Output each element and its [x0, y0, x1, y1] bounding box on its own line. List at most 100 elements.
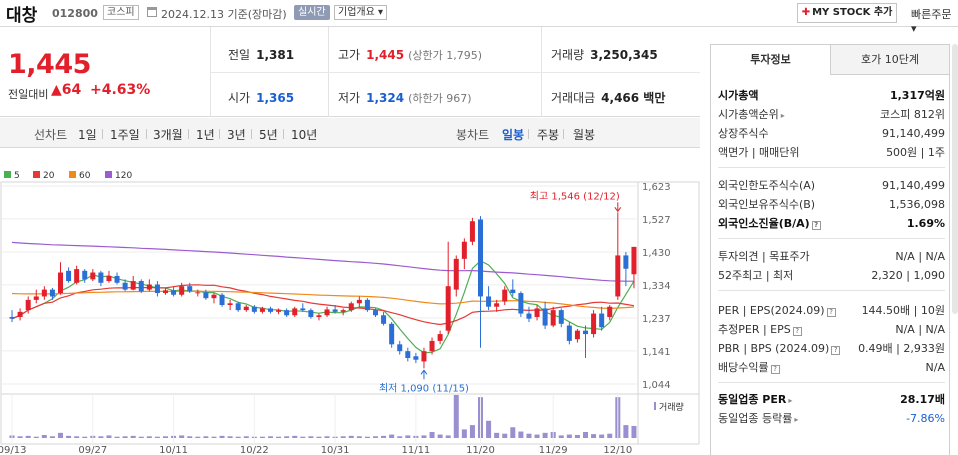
- volume-bar: [453, 395, 459, 438]
- volume-bar: [146, 436, 152, 438]
- divider: [718, 238, 945, 239]
- candle-daily[interactable]: 일봉: [502, 128, 525, 142]
- help-icon[interactable]: ?: [831, 346, 841, 355]
- help-icon[interactable]: ?: [811, 221, 821, 230]
- divider: [718, 382, 945, 383]
- candle-body: [203, 292, 209, 299]
- candle-body: [259, 308, 265, 312]
- candle-body: [413, 356, 419, 360]
- period-1w[interactable]: 1주일: [110, 128, 140, 142]
- price-frame: [0, 181, 700, 395]
- candle-body: [292, 308, 298, 316]
- info-label: 동일업종 PER ▸: [718, 393, 793, 406]
- info-row: 외국인소진율(B/A)? 1.69%: [718, 215, 945, 233]
- open-price: 시가 1,365: [228, 91, 295, 105]
- volume-bar: [122, 436, 128, 438]
- arrow-icon[interactable]: ▸: [788, 396, 793, 405]
- legend-swatch: [105, 171, 112, 178]
- info-label: PBR | BPS (2024.09)?: [718, 340, 841, 358]
- candle-body: [469, 221, 475, 242]
- volume: 거래량 3,250,345: [551, 48, 658, 62]
- candle-body: [510, 289, 516, 294]
- volume-bar: [405, 435, 411, 438]
- candle-monthly[interactable]: 월봉: [573, 128, 596, 142]
- period-5y[interactable]: 5년: [259, 128, 278, 142]
- ma60-line: [11, 290, 635, 310]
- candle-body: [267, 308, 274, 312]
- period-1d[interactable]: 1일: [78, 128, 97, 142]
- tab-invest-info[interactable]: 투자정보: [711, 45, 831, 75]
- volume-bar: [235, 436, 241, 438]
- volume-bar: [138, 436, 144, 438]
- info-label: 시가총액순위 ▸: [718, 108, 785, 121]
- volume-bar: [179, 435, 185, 438]
- candle-body: [615, 255, 621, 297]
- candle-body: [195, 292, 201, 294]
- info-row: 투자의견 | 목표주가 N/A | N/A: [718, 248, 945, 266]
- period-3m[interactable]: 3개월: [153, 128, 183, 142]
- divider: [210, 72, 700, 73]
- y-tick-label: 1,237: [642, 314, 671, 325]
- period-1y[interactable]: 1년: [196, 128, 215, 142]
- info-value: N/A | N/A: [895, 323, 945, 336]
- candle-body: [316, 315, 322, 317]
- volume-bar: [49, 436, 55, 438]
- volume-label: 거래량: [659, 401, 684, 413]
- info-label: PER | EPS(2024.09)?: [718, 302, 836, 320]
- arrow-icon[interactable]: ▸: [780, 111, 785, 120]
- x-tick-label: 09/27: [78, 445, 107, 455]
- x-tick-label: 11/11: [401, 445, 430, 455]
- candle-body: [372, 310, 379, 316]
- candle-body: [599, 313, 605, 328]
- candle-body: [324, 309, 330, 316]
- stock-chart[interactable]: 1,623 1,527 1,430 1,334 1,237 1,141 1,044 5 20 60…: [0, 162, 700, 455]
- help-icon[interactable]: ?: [770, 365, 780, 374]
- volume-bar: [300, 436, 306, 438]
- candle-body: [90, 272, 96, 280]
- info-row: 시가총액 1,317억원: [718, 87, 945, 105]
- candle-weekly[interactable]: 주봉: [537, 128, 560, 142]
- price-summary: 1,445 전일대비 ▲64 +4.63% 전일 1,381 고가 1,445 (상한…: [0, 27, 700, 117]
- quick-order-button[interactable]: 빠른주문 ▾: [911, 8, 952, 35]
- candle-body: [25, 299, 31, 311]
- info-label: 52주최고 | 최저: [718, 269, 794, 282]
- volume-bar: [284, 436, 290, 438]
- volume-bar: [219, 435, 225, 438]
- candle-body: [364, 299, 370, 311]
- candle-body: [211, 294, 217, 299]
- stock-code: 012800: [52, 7, 98, 20]
- candle-body: [41, 289, 47, 297]
- tab-orderbook[interactable]: 호가 10단계: [831, 45, 949, 75]
- info-row: 외국인한도주식수(A) 91,140,499: [718, 177, 945, 195]
- arrow-icon[interactable]: ▸: [794, 415, 799, 424]
- divider: [718, 290, 945, 291]
- company-overview-button[interactable]: 기업개요 ▾: [334, 5, 387, 20]
- period-10y[interactable]: 10년: [291, 128, 318, 142]
- volume-bar: [114, 436, 120, 438]
- candle-body: [187, 286, 193, 292]
- info-label: 외국인소진율(B/A)?: [718, 215, 821, 233]
- volume-bar: [445, 435, 451, 438]
- min-arrow-head: [420, 369, 428, 375]
- volume-bar: [486, 420, 492, 438]
- candle-body: [9, 316, 15, 319]
- realtime-button[interactable]: 실시간: [294, 5, 330, 20]
- candle-body: [526, 313, 532, 319]
- volume-bar: [33, 436, 39, 438]
- page-scrollbar[interactable]: [952, 44, 958, 314]
- volume-bar: [162, 436, 169, 438]
- mystock-add-button[interactable]: ✚ MY STOCK 추가: [797, 3, 897, 23]
- help-icon[interactable]: ?: [792, 327, 802, 336]
- info-label: 시가총액: [718, 89, 759, 102]
- volume-bar: [599, 434, 605, 438]
- period-3y[interactable]: 3년: [227, 128, 246, 142]
- volume-bar: [74, 436, 80, 438]
- legend-swatch: [4, 171, 11, 178]
- help-icon[interactable]: ?: [826, 308, 836, 317]
- volume-bar: [421, 435, 427, 438]
- y-tick-label: 1,334: [642, 281, 671, 292]
- info-value: 500원 | 1주: [886, 146, 945, 159]
- x-tick-label: 11/20: [466, 445, 495, 455]
- trade-amount: 거래대금 4,466 백만: [551, 91, 666, 105]
- candle-body: [243, 306, 249, 311]
